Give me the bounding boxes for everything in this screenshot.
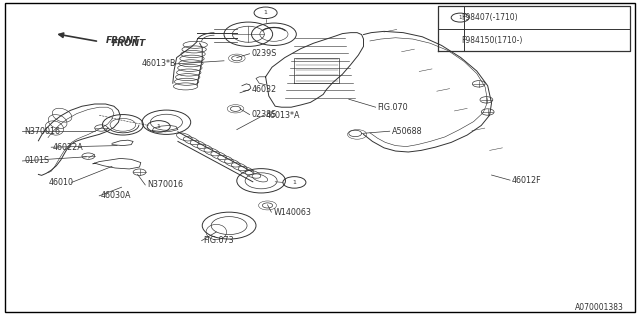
Text: 1: 1 xyxy=(292,180,296,185)
Text: FIG.070: FIG.070 xyxy=(378,103,408,112)
Text: 46013*B: 46013*B xyxy=(141,60,176,68)
Text: 0101S: 0101S xyxy=(24,156,49,165)
Text: FRONT: FRONT xyxy=(106,36,140,45)
Text: 46022A: 46022A xyxy=(53,143,84,152)
Text: 0239S: 0239S xyxy=(252,49,277,58)
Text: 1: 1 xyxy=(458,15,462,20)
Text: N370016: N370016 xyxy=(24,127,60,136)
Text: 46013*A: 46013*A xyxy=(266,111,300,120)
Text: 46010: 46010 xyxy=(49,178,74,187)
Text: W140063: W140063 xyxy=(273,208,311,217)
Text: 1: 1 xyxy=(157,124,161,129)
Text: FIG.073: FIG.073 xyxy=(204,236,234,245)
Text: 46032: 46032 xyxy=(252,85,276,94)
Text: F98407(-1710): F98407(-1710) xyxy=(461,13,517,22)
Text: 1: 1 xyxy=(264,10,268,15)
Text: F984150(1710-): F984150(1710-) xyxy=(461,36,522,44)
Text: 46012F: 46012F xyxy=(512,176,541,185)
Text: FRONT: FRONT xyxy=(112,39,147,48)
Text: A50688: A50688 xyxy=(392,127,422,136)
Text: N370016: N370016 xyxy=(147,180,183,189)
Text: 0238S: 0238S xyxy=(252,110,276,119)
Text: 46030A: 46030A xyxy=(101,191,132,200)
Text: A070001383: A070001383 xyxy=(575,303,624,312)
